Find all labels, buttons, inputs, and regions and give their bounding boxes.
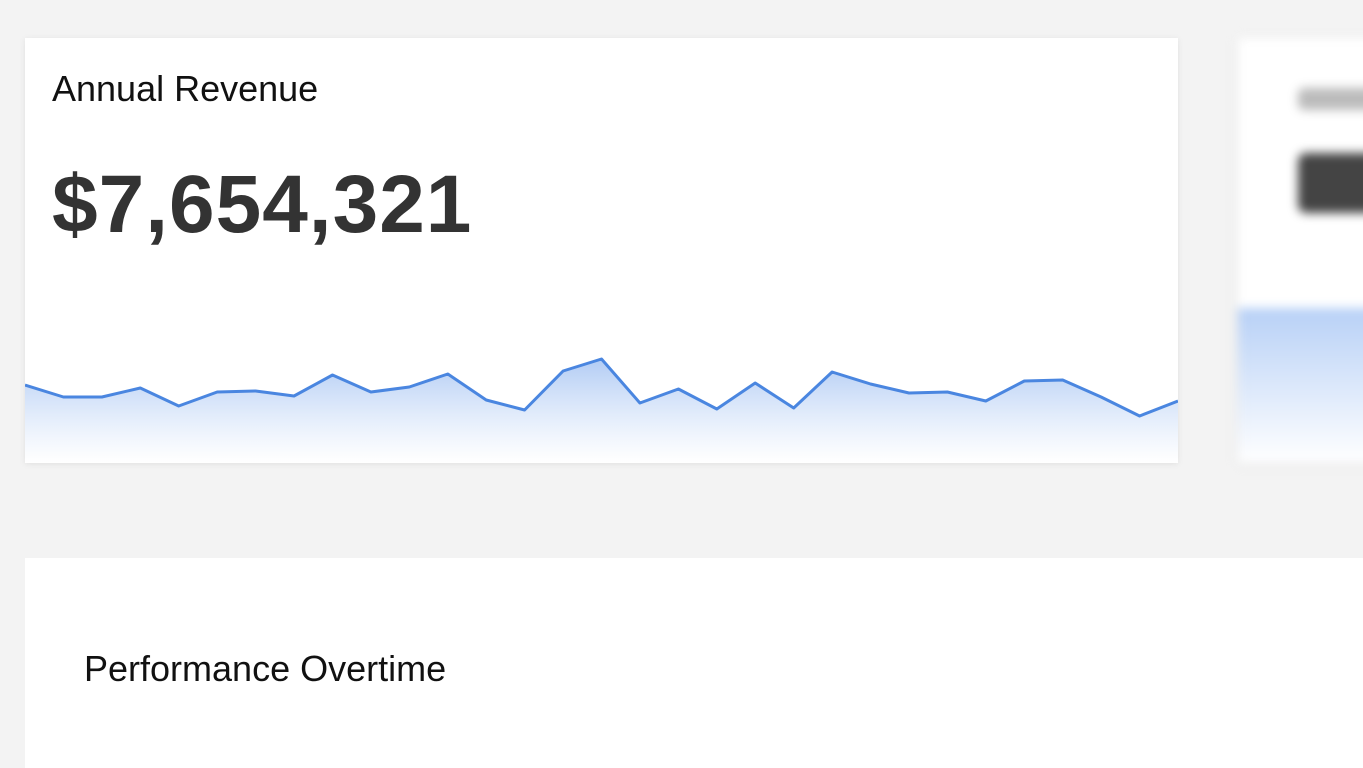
- sparkline-line: [25, 357, 1178, 418]
- panel-title: Performance Overtime: [84, 648, 447, 689]
- blurred-area: [1238, 308, 1363, 463]
- sparkline: [25, 357, 1178, 463]
- performance-panel: Performance Overtime: [25, 558, 1363, 768]
- blurred-title: [1298, 88, 1363, 110]
- revenue-card: Annual Revenue $7,654,321: [25, 38, 1178, 463]
- sparkline-area: [25, 359, 1178, 463]
- card-title: Annual Revenue: [52, 68, 319, 109]
- next-card: [1238, 38, 1363, 463]
- blurred-value: [1298, 153, 1363, 213]
- card-value: $7,654,321: [52, 159, 473, 250]
